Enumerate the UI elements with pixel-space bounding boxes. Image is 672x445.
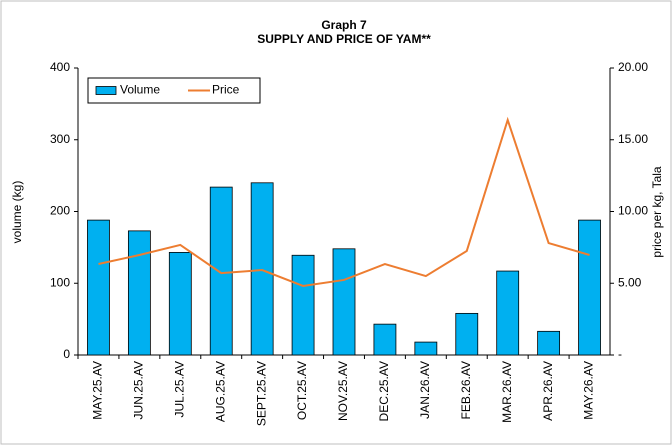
x-tick-label: SEPT.25.AV (254, 361, 268, 426)
bar (250, 182, 274, 356)
legend-box (87, 77, 261, 104)
x-tick-label: JUN.25.AV (132, 361, 146, 419)
x-tick-label: JUL.25.AV (172, 361, 186, 417)
bar (291, 254, 315, 356)
x-tick-label: MAY.26.AV (582, 361, 596, 420)
y-axis-label: volume (kg) (10, 181, 24, 244)
bar (414, 341, 438, 356)
bar (87, 219, 110, 356)
y2-tick-label: 20.00 (618, 60, 648, 74)
x-tick-label: MAR.26.AV (500, 361, 514, 423)
legend-label: Price (212, 83, 240, 97)
bar (455, 312, 479, 356)
x-tick-label: FEB.26.AV (459, 361, 473, 419)
x-tick-label: DEC.25.AV (377, 361, 391, 421)
y2-tick-label: 10.00 (618, 204, 648, 218)
bar (373, 323, 397, 356)
legend-swatch (95, 86, 117, 95)
bar (578, 219, 601, 356)
y2-tick-label: 15.00 (618, 132, 648, 146)
x-tick-label: NOV.25.AV (336, 361, 350, 421)
y-tick-label: 0 (63, 347, 70, 361)
y-tick-label: 200 (50, 204, 70, 218)
y2-tick-label: - (618, 347, 622, 361)
y2-tick-label: 5.00 (618, 275, 642, 289)
bar (209, 186, 233, 356)
x-tick-label: JAN.26.AV (418, 361, 432, 419)
y-tick-label: 400 (50, 60, 70, 74)
chart-title: Graph 7 (321, 18, 367, 32)
bar (496, 270, 520, 356)
bar (168, 251, 192, 356)
y2-axis-label: price per kg, Tala (650, 166, 664, 257)
x-tick-label: AUG.25.AV (213, 361, 227, 422)
x-tick-label: APR.26.AV (541, 361, 555, 421)
bar (332, 248, 356, 356)
bar (537, 330, 561, 356)
price-line (98, 116, 590, 288)
chart-subtitle: SUPPLY AND PRICE OF YAM** (257, 32, 431, 46)
bar (127, 230, 151, 356)
x-tick-label: OCT.25.AV (295, 361, 309, 420)
x-tick-label: MAY.25.AV (91, 361, 105, 420)
y-tick-label: 300 (50, 132, 70, 146)
y-tick-label: 100 (50, 275, 70, 289)
legend-label: Volume (120, 83, 160, 97)
